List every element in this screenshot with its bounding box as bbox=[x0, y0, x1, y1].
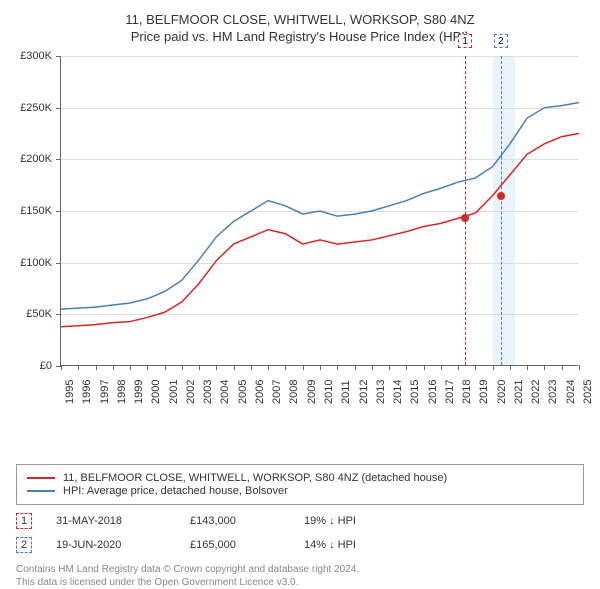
y-tick-label: £100K bbox=[12, 257, 52, 269]
x-tick-label: 2025 bbox=[582, 380, 594, 404]
chart-area: 12 £0£50K£100K£150K£200K£250K£300K 19951… bbox=[16, 50, 584, 420]
x-tick-label: 2002 bbox=[185, 380, 197, 404]
sale-delta: 19% ↓ HPI bbox=[304, 515, 356, 527]
plot-region: 12 bbox=[60, 56, 578, 366]
x-tick-label: 1998 bbox=[116, 380, 128, 404]
series-svg bbox=[61, 56, 579, 366]
y-tick-label: £50K bbox=[12, 308, 52, 320]
marker-label-1: 1 bbox=[458, 34, 472, 48]
legend-label: HPI: Average price, detached house, Bols… bbox=[63, 485, 288, 497]
sale-price: £165,000 bbox=[190, 539, 280, 551]
y-tick-label: £250K bbox=[12, 102, 52, 114]
x-tick-label: 2004 bbox=[219, 380, 231, 404]
y-tick-label: £0 bbox=[12, 360, 52, 372]
x-tick-label: 2003 bbox=[202, 380, 214, 404]
x-tick-label: 2017 bbox=[444, 380, 456, 404]
legend-row: HPI: Average price, detached house, Bols… bbox=[27, 485, 573, 497]
sale-date: 31-MAY-2018 bbox=[56, 515, 166, 527]
footer-line-2: This data is licensed under the Open Gov… bbox=[16, 576, 584, 589]
marker-dot-1 bbox=[461, 214, 469, 222]
legend-label: 11, BELFMOOR CLOSE, WHITWELL, WORKSOP, S… bbox=[63, 472, 447, 484]
footer-line-1: Contains HM Land Registry data © Crown c… bbox=[16, 563, 584, 576]
legend-swatch bbox=[27, 477, 55, 479]
x-tick-label: 1995 bbox=[64, 380, 76, 404]
sale-delta: 14% ↓ HPI bbox=[304, 539, 356, 551]
y-tick-label: £300K bbox=[12, 50, 52, 62]
x-tick-label: 2015 bbox=[409, 380, 421, 404]
sales-table: 1 31-MAY-2018 £143,000 19% ↓ HPI 2 19-JUN-202… bbox=[16, 513, 584, 553]
series-property bbox=[61, 134, 579, 327]
sale-date: 19-JUN-2020 bbox=[56, 539, 166, 551]
x-tick-label: 2001 bbox=[168, 380, 180, 404]
x-tick-label: 2023 bbox=[547, 380, 559, 404]
x-tick-label: 1997 bbox=[99, 380, 111, 404]
x-tick-label: 2021 bbox=[513, 380, 525, 404]
x-tick-label: 2018 bbox=[461, 380, 473, 404]
x-tick-label: 2011 bbox=[340, 380, 352, 404]
x-tick-label: 2009 bbox=[306, 380, 318, 404]
y-tick-label: £200K bbox=[12, 153, 52, 165]
x-tick-label: 2005 bbox=[237, 380, 249, 404]
x-tick-label: 1996 bbox=[81, 380, 93, 404]
x-tick-label: 2012 bbox=[358, 380, 370, 404]
x-tick-label: 2016 bbox=[427, 380, 439, 404]
x-tick-label: 2019 bbox=[478, 380, 490, 404]
x-tick-label: 2013 bbox=[375, 380, 387, 404]
series-hpi bbox=[61, 103, 579, 310]
x-tick-label: 2020 bbox=[496, 380, 508, 404]
chart-title: 11, BELFMOOR CLOSE, WHITWELL, WORKSOP, S… bbox=[16, 12, 584, 27]
x-tick-label: 2024 bbox=[565, 380, 577, 404]
x-tick-label: 2008 bbox=[288, 380, 300, 404]
x-tick-label: 2010 bbox=[323, 380, 335, 404]
legend: 11, BELFMOOR CLOSE, WHITWELL, WORKSOP, S… bbox=[16, 464, 584, 505]
sale-row: 2 19-JUN-2020 £165,000 14% ↓ HPI bbox=[16, 537, 584, 553]
x-tick-label: 2007 bbox=[271, 380, 283, 404]
marker-dot-2 bbox=[497, 192, 505, 200]
x-tick-label: 2022 bbox=[530, 380, 542, 404]
legend-row: 11, BELFMOOR CLOSE, WHITWELL, WORKSOP, S… bbox=[27, 472, 573, 484]
chart-container: 11, BELFMOOR CLOSE, WHITWELL, WORKSOP, S… bbox=[0, 0, 600, 560]
sale-marker-box: 2 bbox=[16, 537, 32, 553]
sale-price: £143,000 bbox=[190, 515, 280, 527]
x-tick-label: 2014 bbox=[392, 380, 404, 404]
marker-label-2: 2 bbox=[494, 34, 508, 48]
x-tick-label: 2000 bbox=[150, 380, 162, 404]
y-tick-label: £150K bbox=[12, 205, 52, 217]
sale-marker-box: 1 bbox=[16, 513, 32, 529]
x-tick-label: 1999 bbox=[133, 380, 145, 404]
x-tick-label: 2006 bbox=[254, 380, 266, 404]
legend-swatch bbox=[27, 490, 55, 492]
sale-row: 1 31-MAY-2018 £143,000 19% ↓ HPI bbox=[16, 513, 584, 529]
footer-attribution: Contains HM Land Registry data © Crown c… bbox=[16, 563, 584, 589]
